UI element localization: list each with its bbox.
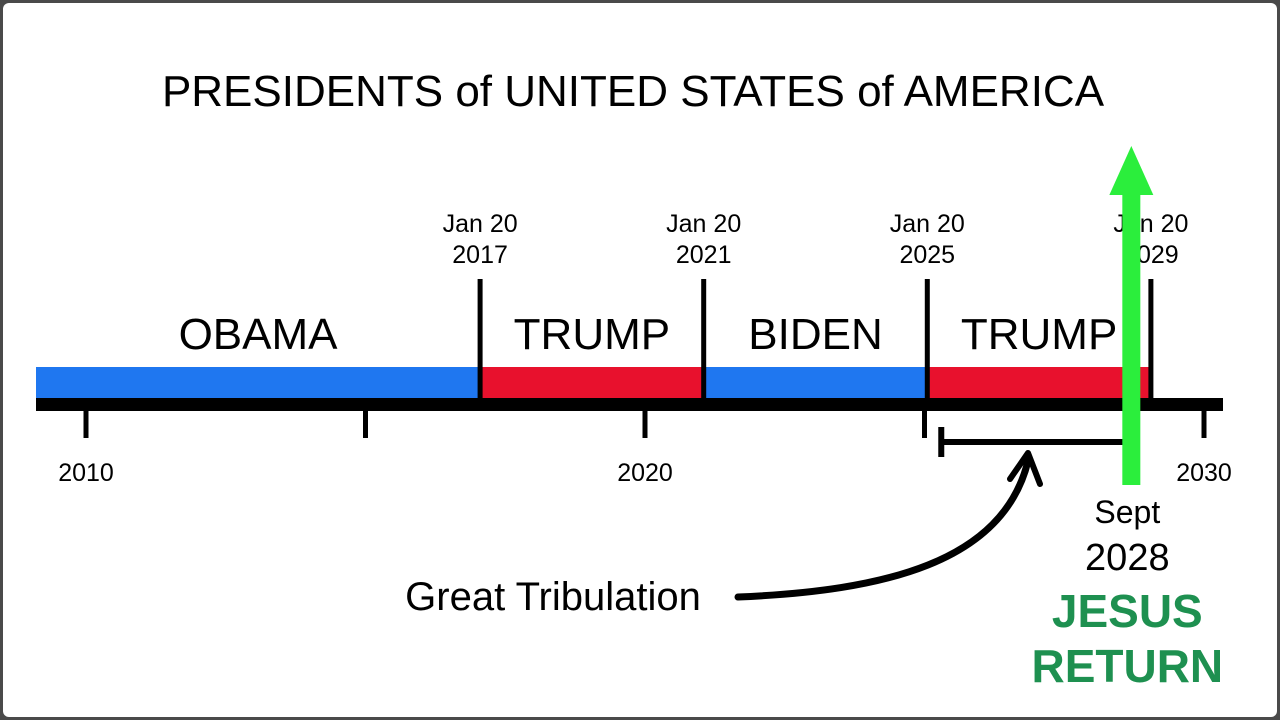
event-year-label: 2028: [1085, 537, 1170, 579]
tribulation-pointer-arrow: [734, 457, 1032, 601]
timeline-axis: [36, 398, 1223, 411]
inauguration-date-3: Jan 20: [890, 210, 965, 238]
axis-tick-label-1: 2010: [58, 459, 114, 487]
event-caption-line1: JESUS: [1052, 585, 1203, 637]
president-label-2: TRUMP: [514, 310, 670, 359]
event-arrowhead: [1109, 146, 1154, 195]
term-bar-3: [703, 367, 928, 398]
inauguration-year-2: 2021: [676, 241, 732, 269]
inauguration-year-3: 2025: [899, 241, 955, 269]
axis-line: [36, 398, 1223, 411]
president-name-labels: OBAMA TRUMP BIDEN TRUMP: [179, 310, 1118, 359]
president-label-4: TRUMP: [961, 310, 1117, 359]
term-bars: [36, 367, 1151, 398]
axis-tick-label-5: 2030: [1176, 459, 1232, 487]
diagram-title: PRESIDENTS of UNITED STATES of AMERICA: [162, 67, 1105, 116]
inauguration-year-1: 2017: [452, 241, 508, 269]
slide: PRESIDENTS of UNITED STATES of AMERICA O…: [3, 3, 1277, 717]
inauguration-line-4: [1148, 279, 1154, 401]
term-bar-2: [480, 367, 704, 398]
axis-tick-1: [83, 404, 89, 438]
axis-tick-3: [642, 404, 648, 438]
event-arrow-shaft: [1122, 193, 1141, 485]
timeline-diagram: PRESIDENTS of UNITED STATES of AMERICA O…: [36, 67, 1232, 692]
tribulation-label: Great Tribulation: [405, 575, 701, 619]
inauguration-line-2: [701, 279, 707, 401]
axis-ticks: 2010 2020 2030: [58, 404, 1232, 487]
inauguration-line-3: [924, 279, 930, 401]
president-label-1: OBAMA: [179, 310, 339, 359]
axis-tick-2: [363, 404, 368, 438]
event-caption-line2: RETURN: [1031, 640, 1223, 692]
tribulation-bracket-line: [941, 439, 1132, 445]
event-month-label: Sept: [1094, 494, 1160, 530]
president-label-3: BIDEN: [748, 310, 882, 359]
inauguration-date-2: Jan 20: [666, 210, 741, 238]
term-bar-1: [36, 367, 481, 398]
axis-tick-4: [922, 404, 927, 438]
tribulation-arrowhead: [1007, 450, 1043, 487]
tribulation-annotation: Great Tribulation: [405, 427, 1132, 619]
inauguration-date-1: Jan 20: [443, 210, 518, 238]
axis-tick-label-3: 2020: [617, 459, 673, 487]
inauguration-line-1: [477, 279, 483, 401]
term-bar-4: [927, 367, 1151, 398]
axis-tick-5: [1201, 404, 1207, 438]
